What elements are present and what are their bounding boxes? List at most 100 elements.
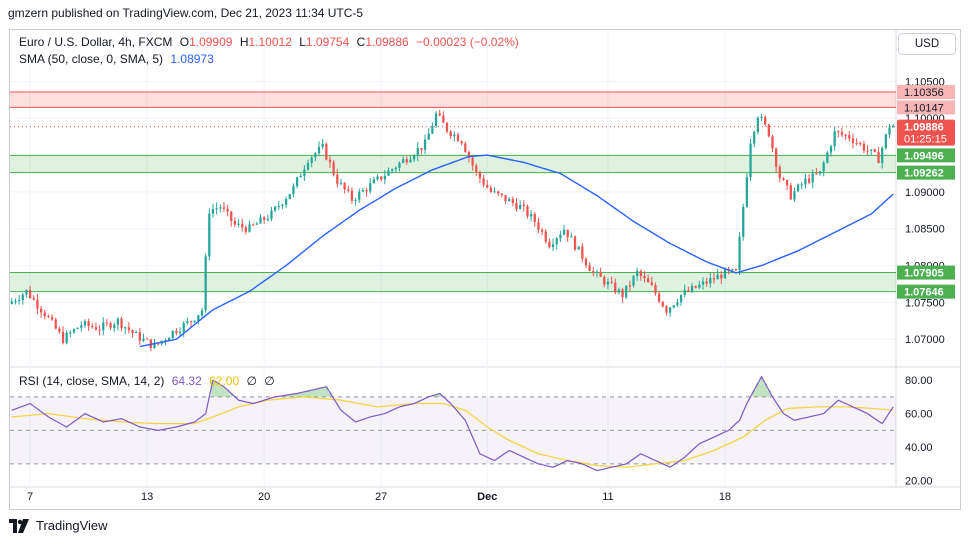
candle-up <box>372 179 376 184</box>
support-zone <box>10 272 896 292</box>
candle-up <box>306 162 310 170</box>
close-label: C <box>356 35 366 49</box>
candle-up <box>18 300 21 302</box>
candle-down <box>610 281 613 283</box>
candle-up <box>731 269 734 271</box>
candle-down <box>504 195 507 202</box>
candle-up <box>738 236 741 271</box>
candle-down <box>647 278 650 283</box>
candle-up <box>394 167 397 170</box>
candle-up <box>829 146 833 153</box>
candle-up <box>167 338 171 341</box>
candle-down <box>848 135 851 139</box>
time-tick-label: 20 <box>258 491 270 503</box>
support-zone <box>10 155 896 173</box>
candle-up <box>124 327 127 329</box>
change-value: −0.00023 (−0.02%) <box>416 35 519 49</box>
candle-down <box>767 124 770 137</box>
candle-down <box>120 318 123 329</box>
candle-down <box>478 171 482 179</box>
candle-down <box>442 115 445 123</box>
currency-button[interactable]: USD <box>898 33 956 55</box>
candle-down <box>851 138 855 143</box>
candle-up <box>698 284 701 288</box>
candle-down <box>778 166 781 179</box>
candle-up <box>211 209 215 214</box>
rsi-divergence-a: ∅ <box>246 374 257 388</box>
rsi-value: 64.32 <box>171 374 202 388</box>
candle-up <box>668 307 672 313</box>
candle-up <box>745 177 749 207</box>
candle-up <box>562 229 566 235</box>
footer-brand-label: TradingView <box>36 518 108 533</box>
candle-up <box>606 281 610 285</box>
candle-down <box>789 185 792 200</box>
low-value: 1.09754 <box>305 35 350 49</box>
candle-down <box>500 193 504 196</box>
candle-down <box>58 328 61 332</box>
zone-price-label: 1.07905 <box>904 268 944 280</box>
candle-down <box>405 159 408 163</box>
zone-price-tag <box>897 265 955 280</box>
open-value: 1.09909 <box>189 35 233 49</box>
candle-up <box>387 170 390 176</box>
candle-down <box>189 321 193 323</box>
candle-down <box>47 316 50 318</box>
candle-up <box>391 169 394 171</box>
candle-up <box>369 183 372 192</box>
zone-price-tag <box>897 284 955 299</box>
candle-up <box>65 332 68 343</box>
candle-up <box>317 147 321 154</box>
rsi-tick-label: 40.00 <box>905 442 933 454</box>
candle-up <box>756 117 759 132</box>
candle-down <box>252 224 255 226</box>
candle-up <box>321 143 324 148</box>
candle-up <box>83 321 87 326</box>
zone-price-label: 1.07646 <box>904 287 944 299</box>
rsi-tick-label: 20.00 <box>905 476 933 488</box>
candle-down <box>573 236 577 250</box>
candle-down <box>98 329 101 331</box>
candle-up <box>219 207 222 209</box>
candle-up <box>310 157 313 163</box>
candle-down <box>445 122 449 132</box>
candle-down <box>471 157 474 166</box>
candle-up <box>171 330 174 339</box>
candle-up <box>679 294 683 303</box>
candle-up <box>281 204 284 207</box>
time-tick-label: 18 <box>719 491 731 503</box>
candle-up <box>508 199 511 202</box>
candle-up <box>200 310 204 316</box>
candle-up <box>277 206 280 208</box>
candle-up <box>690 285 694 292</box>
candle-up <box>295 177 299 187</box>
last-price-tag <box>897 119 955 146</box>
candle-down <box>771 136 774 149</box>
zone-price-tag <box>897 85 955 100</box>
candle-down <box>639 271 642 277</box>
candle-up <box>178 331 182 334</box>
candle-down <box>643 276 646 279</box>
candle-down <box>28 289 32 299</box>
candle-up <box>617 289 621 293</box>
candle-up <box>577 246 580 250</box>
candle-up <box>266 218 269 220</box>
candle-up <box>80 325 83 328</box>
candle-down <box>39 308 43 313</box>
candle-up <box>881 147 884 164</box>
candle-down <box>464 143 467 153</box>
candle-down <box>449 131 452 136</box>
candle-down <box>584 258 588 266</box>
candle-down <box>222 207 226 209</box>
candle-up <box>753 131 756 144</box>
candle-up <box>14 301 17 303</box>
candle-down <box>87 321 90 326</box>
candle-up <box>186 321 189 324</box>
candle-down <box>489 187 493 192</box>
candle-up <box>529 214 533 217</box>
symbol-title: Euro / U.S. Dollar, 4h, FXCM <box>19 35 173 49</box>
candle-up <box>636 271 639 277</box>
candle-down <box>497 191 500 194</box>
price-tick-label: 1.07500 <box>905 297 945 309</box>
